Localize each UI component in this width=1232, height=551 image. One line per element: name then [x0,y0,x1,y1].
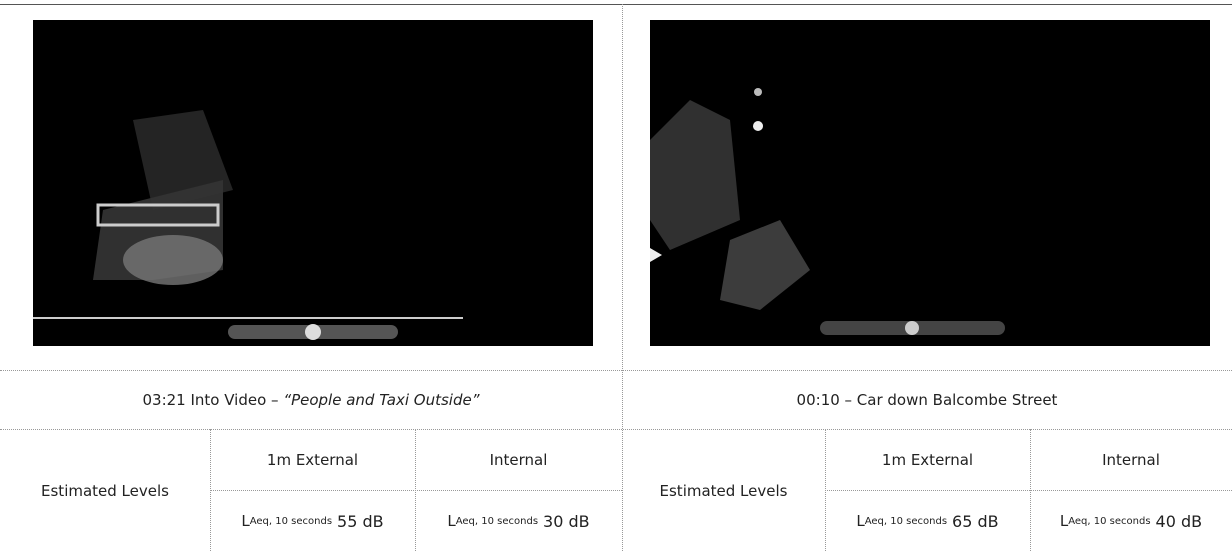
subscript: Aeq, 10 seconds [455,515,539,527]
level-cell: L Aeq, 10 seconds 30 dB [415,491,622,551]
column-header: 1m External [881,451,974,469]
column-header: 1m External [266,451,359,469]
col-line [1030,429,1031,551]
caption-text: 03:21 Into Video – [142,391,284,409]
divider [622,4,623,551]
caption: 03:21 Into Video – “People and Taxi Outs… [0,371,622,429]
row-label: Estimated Levels [659,481,788,500]
symbol: L [447,512,456,530]
col-line [210,429,211,551]
top-border [0,4,1232,5]
row-label: Estimated Levels [41,481,169,500]
column-header: Internal [1102,451,1160,469]
subscript: Aeq, 10 seconds [864,515,948,527]
subscript: Aeq, 10 seconds [249,515,333,527]
row-line [0,370,1232,371]
level: 65 dB [952,511,999,531]
symbol: L [1059,512,1069,530]
row-line [825,490,1232,491]
column-header: Internal [489,451,548,469]
level-cell: L Aeq, 10 seconds 55 dB [210,491,415,551]
video-frame [33,20,593,346]
level-cell: L Aeq, 10 seconds 65 dB [825,491,1030,551]
symbol: L [856,512,865,530]
video-content [650,88,1005,335]
row-line [210,490,622,491]
caption: 00:10 – Car down Balcombe Street [622,371,1232,429]
level-cell: L Aeq, 10 seconds 40 dB [1030,491,1232,551]
video-content [33,110,463,340]
col-line [415,429,416,551]
level: 55 dB [337,511,384,531]
row-line [0,429,1232,430]
col-line [825,429,826,551]
symbol: L [241,512,250,530]
caption-italic: “People and Taxi Outside” [283,391,480,409]
level: 40 dB [1155,511,1203,531]
subscript: Aeq, 10 seconds [1068,515,1151,527]
level: 30 dB [543,511,590,531]
caption-text: 00:10 – Car down Balcombe Street [796,391,1058,409]
video-frame [650,20,1210,346]
